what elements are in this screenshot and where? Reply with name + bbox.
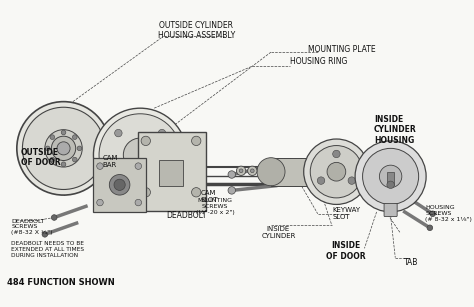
Bar [387, 172, 394, 185]
Circle shape [42, 231, 48, 237]
Circle shape [97, 199, 103, 206]
Circle shape [114, 179, 125, 190]
Circle shape [46, 146, 50, 151]
Circle shape [141, 188, 150, 197]
FancyBboxPatch shape [384, 204, 397, 216]
Circle shape [135, 163, 142, 169]
Text: DEADBOLT NEEDS TO BE
EXTENDED AT ALL TIMES
DURING INSTALLATION: DEADBOLT NEEDS TO BE EXTENDED AT ALL TIM… [11, 241, 84, 258]
Circle shape [327, 162, 346, 181]
Circle shape [333, 150, 340, 158]
Circle shape [379, 165, 402, 188]
Circle shape [141, 136, 150, 146]
Text: INSIDE
CYLINDER: INSIDE CYLINDER [261, 226, 296, 239]
Circle shape [135, 199, 142, 206]
Circle shape [250, 169, 254, 173]
Text: MOUNTING PLATE: MOUNTING PLATE [309, 45, 376, 54]
Text: TAB: TAB [404, 258, 419, 267]
Circle shape [57, 142, 70, 155]
Text: KEYWAY
SLOT: KEYWAY SLOT [333, 207, 361, 220]
Circle shape [50, 157, 55, 162]
Circle shape [61, 130, 66, 135]
Circle shape [123, 138, 157, 172]
Text: HOUSING RING: HOUSING RING [290, 57, 347, 66]
Circle shape [115, 129, 122, 137]
Circle shape [158, 129, 166, 137]
Circle shape [97, 163, 103, 169]
Circle shape [50, 135, 55, 139]
Circle shape [239, 169, 243, 173]
Circle shape [77, 146, 82, 151]
Circle shape [191, 136, 201, 146]
Circle shape [348, 177, 356, 184]
Bar [271, 158, 318, 186]
Circle shape [99, 114, 181, 196]
Circle shape [247, 166, 257, 176]
Bar [138, 131, 206, 211]
Circle shape [73, 135, 77, 139]
Circle shape [191, 188, 201, 197]
Circle shape [115, 173, 122, 181]
Text: CAM
SLOT: CAM SLOT [201, 190, 219, 204]
Circle shape [427, 225, 433, 231]
Text: 484 FUNCTION SHOWN: 484 FUNCTION SHOWN [8, 278, 115, 287]
Circle shape [430, 211, 436, 216]
Circle shape [310, 146, 363, 198]
Circle shape [363, 148, 419, 204]
Circle shape [73, 157, 77, 162]
Circle shape [387, 181, 394, 188]
Circle shape [307, 161, 329, 183]
Circle shape [17, 102, 110, 195]
Text: OUTSIDE CYLINDER
HOUSING ASSEMBLY: OUTSIDE CYLINDER HOUSING ASSEMBLY [158, 21, 235, 40]
Circle shape [317, 177, 325, 184]
Circle shape [45, 130, 82, 167]
Bar [159, 160, 183, 186]
Circle shape [237, 166, 246, 176]
Text: CAM
BAR: CAM BAR [103, 155, 118, 168]
Circle shape [228, 171, 236, 178]
Circle shape [51, 215, 57, 220]
Circle shape [93, 108, 187, 202]
Text: OUTSIDE
OF DOOR: OUTSIDE OF DOOR [20, 148, 60, 167]
Text: DEADBOLT: DEADBOLT [166, 211, 207, 220]
Circle shape [355, 141, 426, 212]
Circle shape [51, 136, 76, 161]
Circle shape [61, 162, 66, 167]
Text: INSIDE
CYLINDER
HOUSING: INSIDE CYLINDER HOUSING [374, 115, 417, 145]
Circle shape [304, 139, 369, 204]
Circle shape [257, 158, 285, 186]
Text: MOUNTING
SCREWS
(¼"-20 x 2"): MOUNTING SCREWS (¼"-20 x 2") [196, 198, 234, 215]
Circle shape [22, 107, 105, 189]
Text: HOUSING
SCREWS
(# 8-32 x 1⅛"): HOUSING SCREWS (# 8-32 x 1⅛") [425, 205, 472, 222]
Bar [93, 158, 146, 212]
Circle shape [228, 187, 236, 194]
Text: INSIDE
OF DOOR: INSIDE OF DOOR [326, 241, 365, 261]
Text: DEADBOLT
SCREWS
(#8-32 X ¾"): DEADBOLT SCREWS (#8-32 X ¾") [11, 219, 53, 235]
Circle shape [158, 173, 166, 181]
Circle shape [109, 174, 130, 195]
